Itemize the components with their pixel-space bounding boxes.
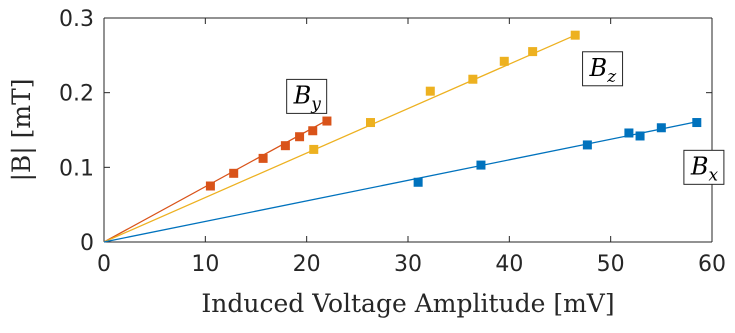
series-label-text: Bz bbox=[589, 54, 618, 87]
series-label-box bbox=[286, 78, 328, 114]
y-tick-label: 0 bbox=[80, 231, 94, 256]
x-tick-label: 20 bbox=[293, 252, 321, 277]
point-b-z bbox=[570, 30, 580, 40]
point-b-x bbox=[413, 177, 423, 187]
point-b-y bbox=[295, 132, 305, 142]
point-b-z bbox=[366, 118, 376, 128]
x-axis-title: Induced Voltage Amplitude [mV] bbox=[201, 289, 614, 318]
x-tick-label: 50 bbox=[597, 252, 625, 277]
series-label-main: B bbox=[589, 54, 608, 82]
fit-line-b-z bbox=[103, 34, 576, 243]
series-label-main: B bbox=[690, 152, 709, 180]
point-b-z bbox=[309, 144, 319, 154]
x-tick-label: 60 bbox=[698, 252, 726, 277]
point-b-y bbox=[258, 153, 268, 163]
point-b-y bbox=[205, 181, 215, 191]
fit-line-b-x bbox=[103, 121, 697, 243]
series-label-main: B bbox=[293, 81, 312, 109]
point-b-y bbox=[322, 116, 332, 126]
point-b-y bbox=[229, 168, 239, 178]
point-b-x bbox=[692, 118, 702, 128]
fit-lines bbox=[103, 34, 697, 243]
point-b-x bbox=[635, 131, 645, 141]
series-label-b-z: Bz bbox=[582, 51, 624, 87]
point-b-x bbox=[624, 128, 634, 138]
series-label-sub: y bbox=[310, 94, 321, 114]
y-tick-label: 0.1 bbox=[59, 156, 94, 181]
series-label-b-y: By bbox=[286, 78, 328, 114]
series-label-b-x: Bx bbox=[683, 149, 725, 185]
series-label-text: By bbox=[293, 81, 322, 114]
fit-line-b-y bbox=[103, 119, 328, 243]
x-tick-label: 30 bbox=[394, 252, 422, 277]
point-b-y bbox=[308, 126, 318, 136]
x-tick-label: 0 bbox=[97, 252, 111, 277]
y-axis-title: |B| [mT] bbox=[7, 78, 37, 181]
point-b-x bbox=[582, 140, 592, 150]
ticks: 0 10 20 30 40 50 60 0 0.1 0.2 0.3 bbox=[59, 7, 726, 277]
y-tick-label: 0.3 bbox=[59, 7, 94, 32]
point-b-x bbox=[656, 123, 666, 133]
y-tick-label: 0.2 bbox=[59, 82, 94, 107]
markers bbox=[205, 30, 702, 191]
series-label-sub: x bbox=[709, 165, 719, 185]
series-label-box bbox=[683, 149, 725, 185]
series-label-sub: z bbox=[606, 67, 617, 87]
series-label-box bbox=[582, 51, 624, 87]
point-b-z bbox=[425, 86, 435, 96]
point-b-z bbox=[528, 47, 538, 57]
point-b-y bbox=[280, 141, 290, 151]
x-tick-label: 40 bbox=[495, 252, 523, 277]
x-tick-label: 10 bbox=[191, 252, 219, 277]
point-b-x bbox=[476, 160, 486, 170]
point-b-z bbox=[468, 74, 478, 84]
point-b-z bbox=[499, 56, 509, 66]
series-label-text: Bx bbox=[690, 152, 719, 185]
